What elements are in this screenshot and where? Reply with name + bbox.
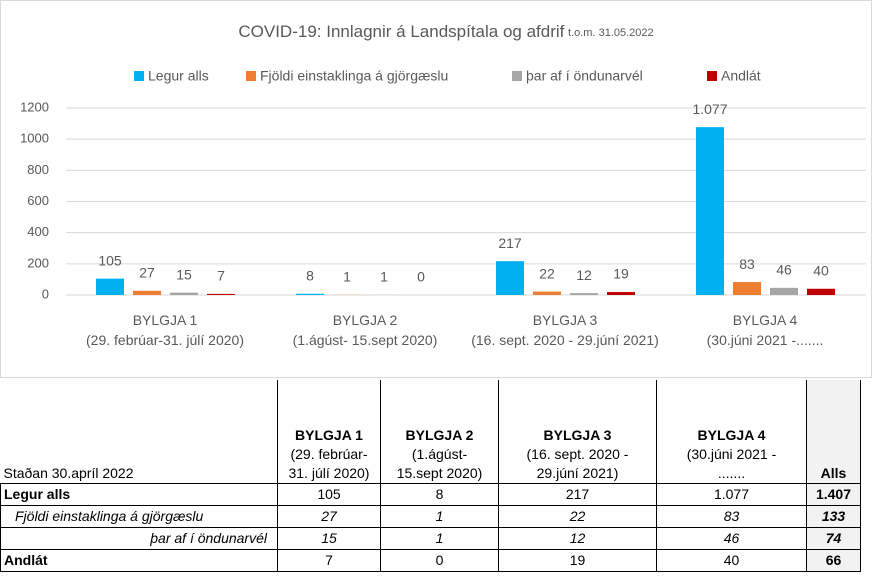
chart-subtitle: t.o.m. 31.05.2022 <box>568 27 654 39</box>
y-tick-label: 0 <box>42 286 49 301</box>
table-cell: 8 <box>380 482 499 506</box>
legend-label: þar af í öndunarvél <box>526 68 643 84</box>
bar <box>496 261 524 295</box>
bar <box>133 290 161 295</box>
legend-label: Legur alls <box>148 68 209 84</box>
table-cell: 19 <box>498 548 657 572</box>
table-row: Legur alls 105 8 217 1.077 1.407 <box>0 482 861 506</box>
legend-label: Fjöldi einstaklinga á gjörgæslu <box>260 68 448 84</box>
bar <box>807 288 835 295</box>
row-label: þar af í öndunarvél <box>0 526 278 550</box>
data-label: 1 <box>380 269 388 285</box>
y-tick-label: 800 <box>27 162 49 177</box>
row-total: 1.407 <box>806 482 861 506</box>
column-title: BYLGJA 2 <box>405 426 474 443</box>
data-label: 15 <box>176 266 192 282</box>
column-subtitle: (16. sept. 2020 - 29.júní 2021) <box>526 445 629 481</box>
x-tick-label: BYLGJA 4 (30.júni 2021 -....... <box>706 312 824 348</box>
data-label: 1.077 <box>692 101 727 117</box>
column-subtitle: (30.júni 2021 - ....... <box>686 445 777 481</box>
chart: COVID-19: Innlagnir á Landspítala og afd… <box>20 22 866 301</box>
bar <box>296 293 324 295</box>
table-cell: 0 <box>380 548 499 572</box>
y-tick-label: 1200 <box>20 99 49 114</box>
legend-swatch <box>512 71 522 81</box>
column-title: BYLGJA 4 <box>697 426 766 443</box>
table-corner: Staðan 30.apríl 2022 <box>0 380 278 484</box>
bar <box>570 293 598 295</box>
chart-area: COVID-19: Innlagnir á Landspítala og afd… <box>0 0 872 378</box>
column-header: BYLGJA 1 (29. febrúar- 31. júlí 2020) <box>277 380 381 484</box>
data-label: 7 <box>217 268 225 284</box>
legend-swatch <box>246 71 256 81</box>
table-cell: 46 <box>656 526 807 550</box>
data-label: 19 <box>613 266 629 282</box>
bar <box>770 287 798 295</box>
table-cell: 12 <box>498 526 657 550</box>
row-label: Legur alls <box>0 482 278 506</box>
total-header: Alls <box>806 380 861 484</box>
y-tick-label: 600 <box>27 193 49 208</box>
table-cell: 1 <box>380 504 499 528</box>
data-label: 40 <box>813 262 829 278</box>
data-label: 27 <box>139 264 155 280</box>
bar <box>96 278 124 295</box>
column-header: BYLGJA 2 (1.ágúst- 15.sept 2020) <box>380 380 499 484</box>
y-tick-label: 400 <box>27 224 49 239</box>
column-title: BYLGJA 1 <box>295 426 363 443</box>
x-tick-label: BYLGJA 3 (16. sept. 2020 - 29.júní 2021) <box>471 312 659 348</box>
x-tick-label: BYLGJA 1 (29. febrúar-31. júlí 2020) <box>86 312 244 348</box>
chart-title: COVID-19: Innlagnir á Landspítala og afd… <box>238 22 564 41</box>
table-cell: 83 <box>656 504 807 528</box>
table-cell: 105 <box>277 482 381 506</box>
data-label: 105 <box>98 252 122 268</box>
data-label: 83 <box>739 256 755 272</box>
column-title: BYLGJA 3 <box>543 426 612 443</box>
table-cell: 217 <box>498 482 657 506</box>
bar <box>696 127 724 295</box>
column-subtitle: (29. febrúar- 31. júlí 2020) <box>288 445 370 481</box>
y-tick-label: 1000 <box>20 131 49 146</box>
summary-table: Staðan 30.apríl 2022 BYLGJA 1 (29. febrúar… <box>0 380 861 572</box>
row-label: Fjöldi einstaklinga á gjörgæslu <box>0 504 278 528</box>
bar <box>170 292 198 295</box>
x-tick-label: BYLGJA 2 (1.ágúst- 15.sept 2020) <box>292 312 438 348</box>
table-cell: 7 <box>277 548 381 572</box>
y-tick-label: 200 <box>27 255 49 270</box>
table-cell: 22 <box>498 504 657 528</box>
legend-label: Andlát <box>721 68 761 84</box>
row-label: Andlát <box>0 548 278 572</box>
bar <box>533 291 561 295</box>
table-cell: 27 <box>277 504 381 528</box>
data-label: 0 <box>417 269 425 285</box>
data-label: 217 <box>498 235 522 251</box>
column-header: BYLGJA 4 (30.júni 2021 - ....... <box>656 380 807 484</box>
bar <box>733 282 761 295</box>
chart-title-group: COVID-19: Innlagnir á Landspítala og afd… <box>238 22 653 41</box>
table-row: Andlát 7 0 19 40 66 <box>0 548 861 572</box>
column-header: BYLGJA 3 (16. sept. 2020 - 29.júní 2021) <box>498 380 657 484</box>
bar <box>207 293 235 295</box>
row-total: 66 <box>806 548 861 572</box>
table-cell: 1 <box>380 526 499 550</box>
table-row: þar af í öndunarvél 15 1 12 46 74 <box>0 526 861 550</box>
table-row: Fjöldi einstaklinga á gjörgæslu 27 1 22 83 13… <box>0 504 861 528</box>
data-label: 8 <box>306 267 314 283</box>
row-total: 74 <box>806 526 861 550</box>
column-subtitle: (1.ágúst- 15.sept 2020) <box>396 445 483 481</box>
row-total: 133 <box>806 504 861 528</box>
table-cell: 15 <box>277 526 381 550</box>
table-cell: 1.077 <box>656 482 807 506</box>
data-label: 22 <box>539 265 555 281</box>
data-label: 1 <box>343 269 351 285</box>
data-label: 12 <box>576 267 592 283</box>
data-label: 46 <box>776 262 792 278</box>
legend-swatch <box>707 71 717 81</box>
bar <box>607 292 635 295</box>
table-cell: 40 <box>656 548 807 572</box>
legend-swatch <box>134 71 144 81</box>
